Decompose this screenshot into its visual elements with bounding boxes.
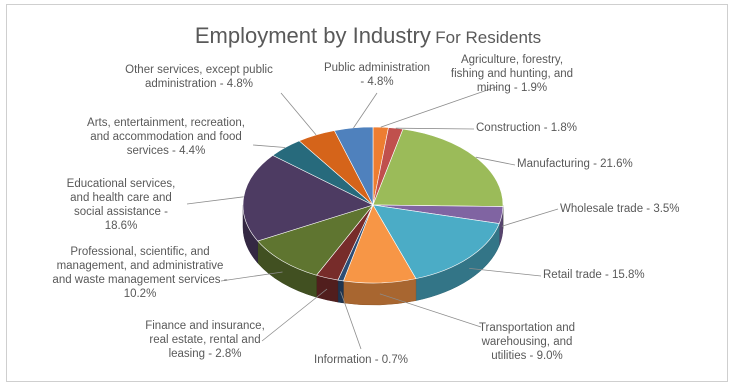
chart-frame: Employment by Industry For Residents Agr… <box>6 4 728 382</box>
slice-labels: Agriculture, forestry, fishing and huntin… <box>52 54 679 366</box>
chart-title-block: Employment by Industry For Residents <box>7 23 729 49</box>
leader-line-5 <box>379 293 482 328</box>
slice-label-9: Educational services, and health care and… <box>67 178 176 232</box>
pie-slice-4 <box>372 204 500 279</box>
leader-line-12 <box>353 92 378 129</box>
leader-line-11 <box>280 92 317 136</box>
pie-chart: Agriculture, forestry, fishing and huntin… <box>52 54 679 366</box>
chart-subtitle: For Residents <box>435 28 542 47</box>
slice-label-8: Professional, scientific, and management,… <box>52 246 227 300</box>
leader-line-3 <box>501 208 559 227</box>
slice-label-11: Other services, except public administrat… <box>125 64 273 90</box>
slice-label-4: Retail trade - 15.8% <box>543 269 645 281</box>
leader-line-7 <box>261 288 328 342</box>
slice-label-10: Arts, entertainment, recreation, and acco… <box>87 117 245 157</box>
leader-line-2 <box>475 156 516 166</box>
slice-label-6: Information - 0.7% <box>314 354 408 366</box>
pie-slices <box>242 126 504 284</box>
slice-label-7: Finance and insurance, real estate, renta… <box>145 320 265 360</box>
leader-line-0 <box>380 86 497 128</box>
leader-lines <box>186 86 559 350</box>
pie-slice-9 <box>242 154 374 242</box>
leader-line-9 <box>186 196 244 205</box>
slice-label-0: Agriculture, forestry, fishing and huntin… <box>451 54 573 94</box>
leader-line-6 <box>340 291 362 350</box>
pie-slice-12 <box>333 126 374 206</box>
leader-line-1 <box>395 127 475 130</box>
slice-label-12: Public administration - 4.8% <box>324 62 430 88</box>
slice-label-1: Construction - 1.8% <box>476 122 577 134</box>
pie-slice-2 <box>372 128 504 207</box>
slice-label-5: Transportation and warehousing, and utilit… <box>479 322 575 362</box>
pie-slice-8 <box>257 204 374 276</box>
chart-title: Employment by Industry <box>194 23 431 48</box>
slice-label-2: Manufacturing - 21.6% <box>517 158 633 170</box>
leader-line-8 <box>220 271 283 282</box>
leader-line-10 <box>252 144 286 148</box>
slice-label-3: Wholesale trade - 3.5% <box>560 203 680 215</box>
leader-line-4 <box>469 268 542 277</box>
